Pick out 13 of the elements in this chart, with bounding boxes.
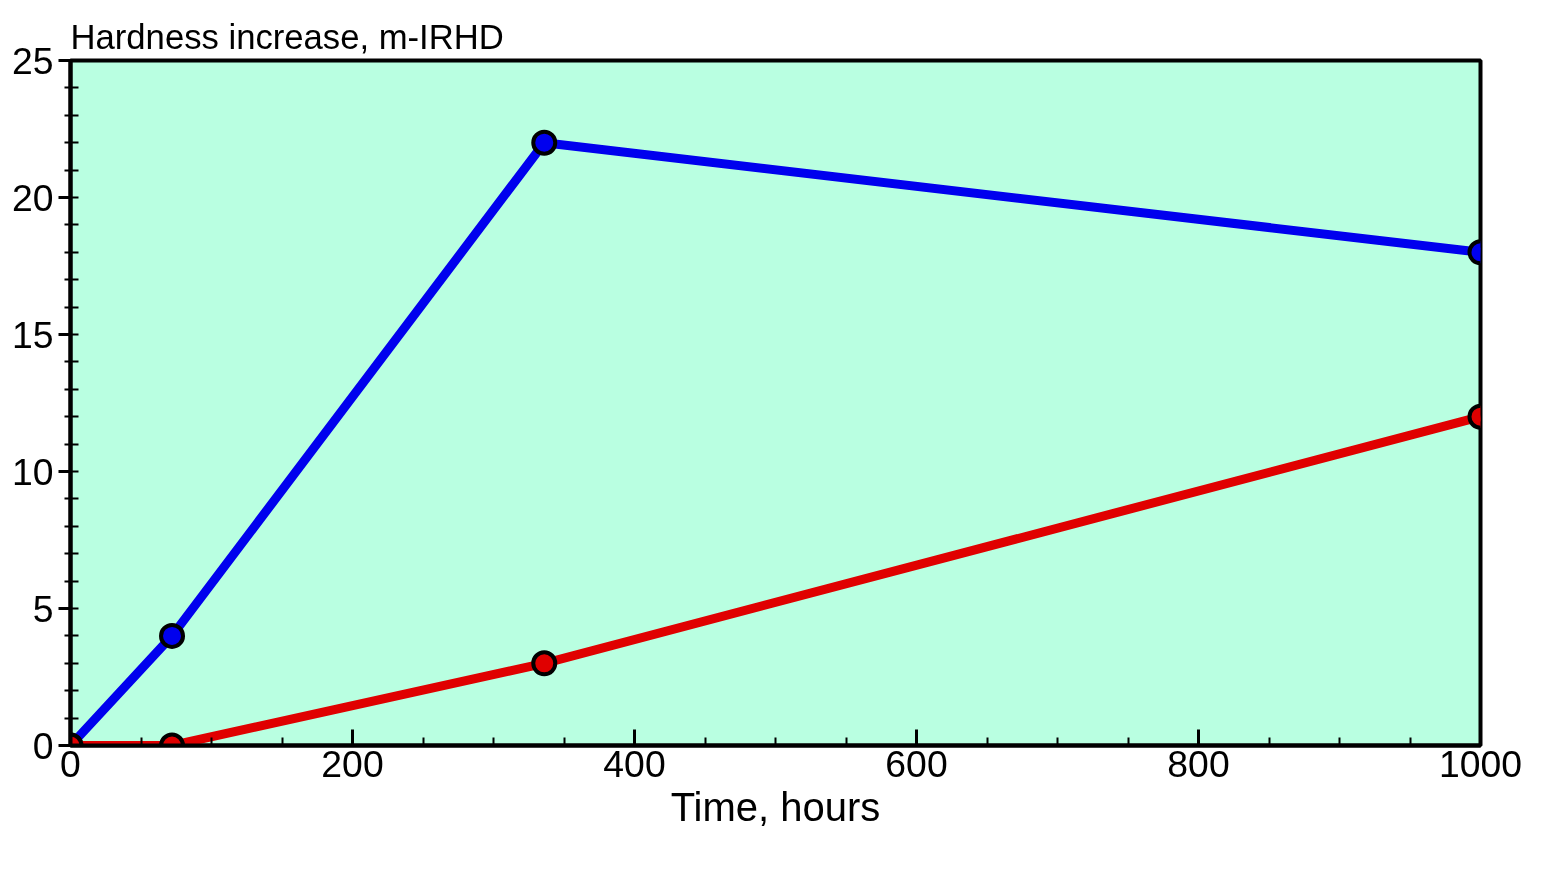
y-tick-label: 5 xyxy=(32,587,54,630)
y-tick-label: 10 xyxy=(11,450,54,493)
x-axis-title: Time, hours xyxy=(670,784,881,829)
y-tick-label: 15 xyxy=(11,313,54,356)
x-tick-label: 600 xyxy=(885,742,948,785)
x-tick-label: 400 xyxy=(603,742,666,785)
y-tick-label: 25 xyxy=(11,39,54,82)
y-axis-title: Hardness increase, m-IRHD xyxy=(70,17,504,56)
x-tick-label: 1000 xyxy=(1438,742,1523,785)
x-tick-label: 800 xyxy=(1167,742,1230,785)
x-tick-label: 200 xyxy=(321,742,384,785)
x-tick-label: 0 xyxy=(60,742,81,785)
y-tick-label: 20 xyxy=(11,176,54,219)
